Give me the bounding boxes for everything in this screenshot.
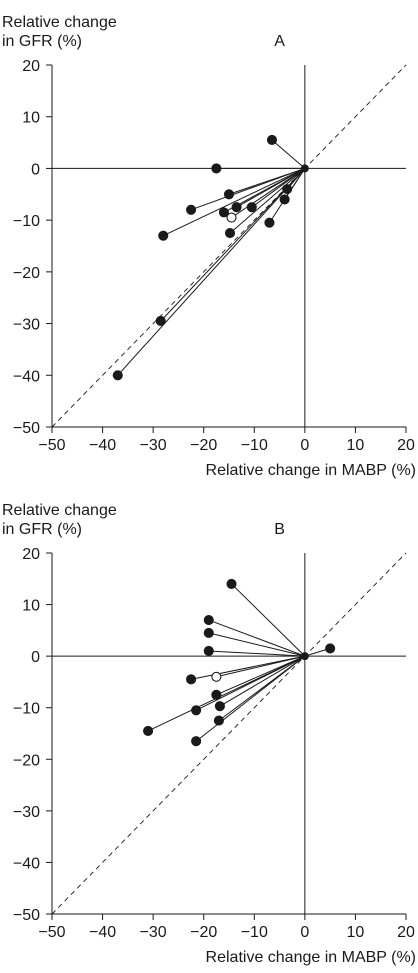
y-tick-label: 20 xyxy=(22,58,40,75)
data-point xyxy=(203,614,214,626)
x-tick-label: −30 xyxy=(140,924,167,941)
x-tick-label: −20 xyxy=(190,924,217,941)
data-point xyxy=(246,202,257,213)
x-tick-label: −50 xyxy=(38,924,65,941)
data-point xyxy=(211,163,222,174)
y-tick-label: 0 xyxy=(31,161,40,178)
y-tick-label: −50 xyxy=(13,420,40,437)
data-point xyxy=(203,645,214,657)
panel-label: B xyxy=(274,521,285,538)
identity-dashed-line xyxy=(51,552,407,915)
panel-a: −50 −40 −30 −20 −10 0 10 20 −50 −40 −30 −20 −10 0 10 20… xyxy=(2,14,416,479)
data-point xyxy=(186,204,197,215)
connector-line xyxy=(195,655,306,742)
connector-line xyxy=(208,632,305,657)
data-point xyxy=(203,627,214,638)
y-axis-label: in GFR (%) xyxy=(2,521,82,538)
y-tick-label: 10 xyxy=(22,110,40,127)
data-point xyxy=(279,194,290,205)
connector-line xyxy=(271,139,306,169)
data-point-open xyxy=(211,671,222,682)
x-tick-label: −30 xyxy=(140,437,167,454)
data-point xyxy=(264,217,275,228)
connector-line xyxy=(163,167,306,237)
connector-line xyxy=(236,167,306,208)
y-axis-label: Relative change xyxy=(2,502,117,519)
data-point xyxy=(191,736,202,747)
data-point-open xyxy=(226,212,237,223)
connector-line xyxy=(216,655,306,696)
y-axis-label: in GFR (%) xyxy=(2,33,82,50)
x-tick-label: 20 xyxy=(397,924,415,941)
y-tick-label: −30 xyxy=(13,804,40,821)
data-point xyxy=(191,705,202,716)
panel-b: −50 −40 −30 −20 −10 0 10 20 −50 −40 −30 −20 −10 0 10 20… xyxy=(2,502,416,966)
data-point xyxy=(218,207,229,218)
x-axis-label: Relative change in MABP (%) xyxy=(206,462,416,479)
data-point xyxy=(282,184,293,195)
data-point xyxy=(214,701,225,712)
connector-line xyxy=(190,167,306,211)
origin-point xyxy=(300,652,309,661)
data-point xyxy=(143,725,154,736)
x-tick-label: −10 xyxy=(241,437,268,454)
data-point xyxy=(213,715,224,726)
data-point xyxy=(155,315,166,327)
data-point xyxy=(266,134,278,146)
data-point xyxy=(112,370,123,381)
y-tick-label: −20 xyxy=(13,752,40,769)
y-tick-label: −20 xyxy=(13,265,40,282)
x-tick-label: 10 xyxy=(347,437,365,454)
y-tick-label: −10 xyxy=(13,701,40,718)
data-point xyxy=(226,578,237,589)
y-tick-label: −50 xyxy=(13,907,40,924)
x-tick-label: −40 xyxy=(89,924,116,941)
x-tick-label: −50 xyxy=(38,437,65,454)
connector-line xyxy=(216,655,305,678)
y-tick-label: 0 xyxy=(31,649,40,666)
x-tick-label: −20 xyxy=(190,437,217,454)
connector-line xyxy=(229,168,306,234)
data-point xyxy=(186,674,197,685)
y-tick-label: −10 xyxy=(13,213,40,230)
connector-line xyxy=(117,168,306,376)
data-point xyxy=(158,230,169,241)
connector-line xyxy=(147,655,306,732)
data-point xyxy=(224,228,236,239)
y-tick-label: −40 xyxy=(13,368,40,385)
connector-line xyxy=(208,650,305,657)
connector-line xyxy=(219,655,306,707)
connector-line xyxy=(231,583,306,657)
connector-line xyxy=(208,619,306,657)
y-axis-label: Relative change xyxy=(2,14,117,31)
x-tick-label: −10 xyxy=(241,924,268,941)
identity-dashed-line xyxy=(51,64,407,428)
y-tick-label: 10 xyxy=(22,598,40,615)
data-point xyxy=(325,643,336,654)
x-tick-label: 20 xyxy=(397,437,415,454)
x-axis-label: Relative change in MABP (%) xyxy=(206,949,416,966)
data-point xyxy=(231,202,242,213)
data-point xyxy=(223,189,235,200)
y-tick-label: −40 xyxy=(13,855,40,872)
x-tick-label: 10 xyxy=(347,924,365,941)
x-tick-label: 0 xyxy=(300,437,309,454)
connector-line xyxy=(190,655,305,680)
y-tick-label: −30 xyxy=(13,317,40,334)
x-tick-label: −40 xyxy=(89,437,116,454)
data-point xyxy=(211,689,222,700)
x-tick-label: 0 xyxy=(300,924,309,941)
panel-label: A xyxy=(274,33,285,50)
connector-line xyxy=(231,168,306,218)
y-tick-label: 20 xyxy=(22,546,40,563)
connector-line xyxy=(160,168,306,322)
origin-point xyxy=(300,164,309,173)
